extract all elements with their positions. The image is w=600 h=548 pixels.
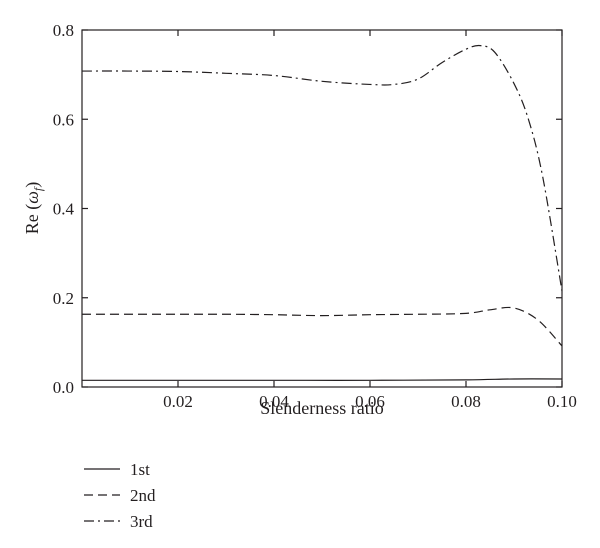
legend-label-3rd: 3rd: [130, 512, 153, 531]
legend: 1st 2nd 3rd: [84, 460, 156, 531]
series-line-2nd: [82, 306, 563, 347]
x-tick-label: 0.08: [451, 392, 481, 411]
series-line-3rd: [81, 44, 563, 292]
y-tick-label: 0.0: [53, 378, 74, 397]
y-tick-label: 0.2: [53, 289, 74, 308]
y-tick-label: 0.4: [53, 200, 75, 219]
y-tick-label: 0.6: [53, 110, 74, 129]
plot-frame: [81, 29, 563, 388]
series-line-1st: [82, 378, 563, 381]
x-tick-label: 0.06: [355, 392, 385, 411]
x-tick-label: 0.02: [163, 392, 193, 411]
legend-label-2nd: 2nd: [130, 486, 156, 505]
x-tick-label: 0.10: [547, 392, 577, 411]
x-tick-label: 0.04: [259, 392, 289, 411]
y-tick-label: 0.8: [53, 21, 74, 40]
legend-label-1st: 1st: [130, 460, 150, 479]
x-axis-title: Slenderness ratio: [260, 398, 383, 418]
y-axis-title: Re (ωf): [22, 182, 45, 235]
